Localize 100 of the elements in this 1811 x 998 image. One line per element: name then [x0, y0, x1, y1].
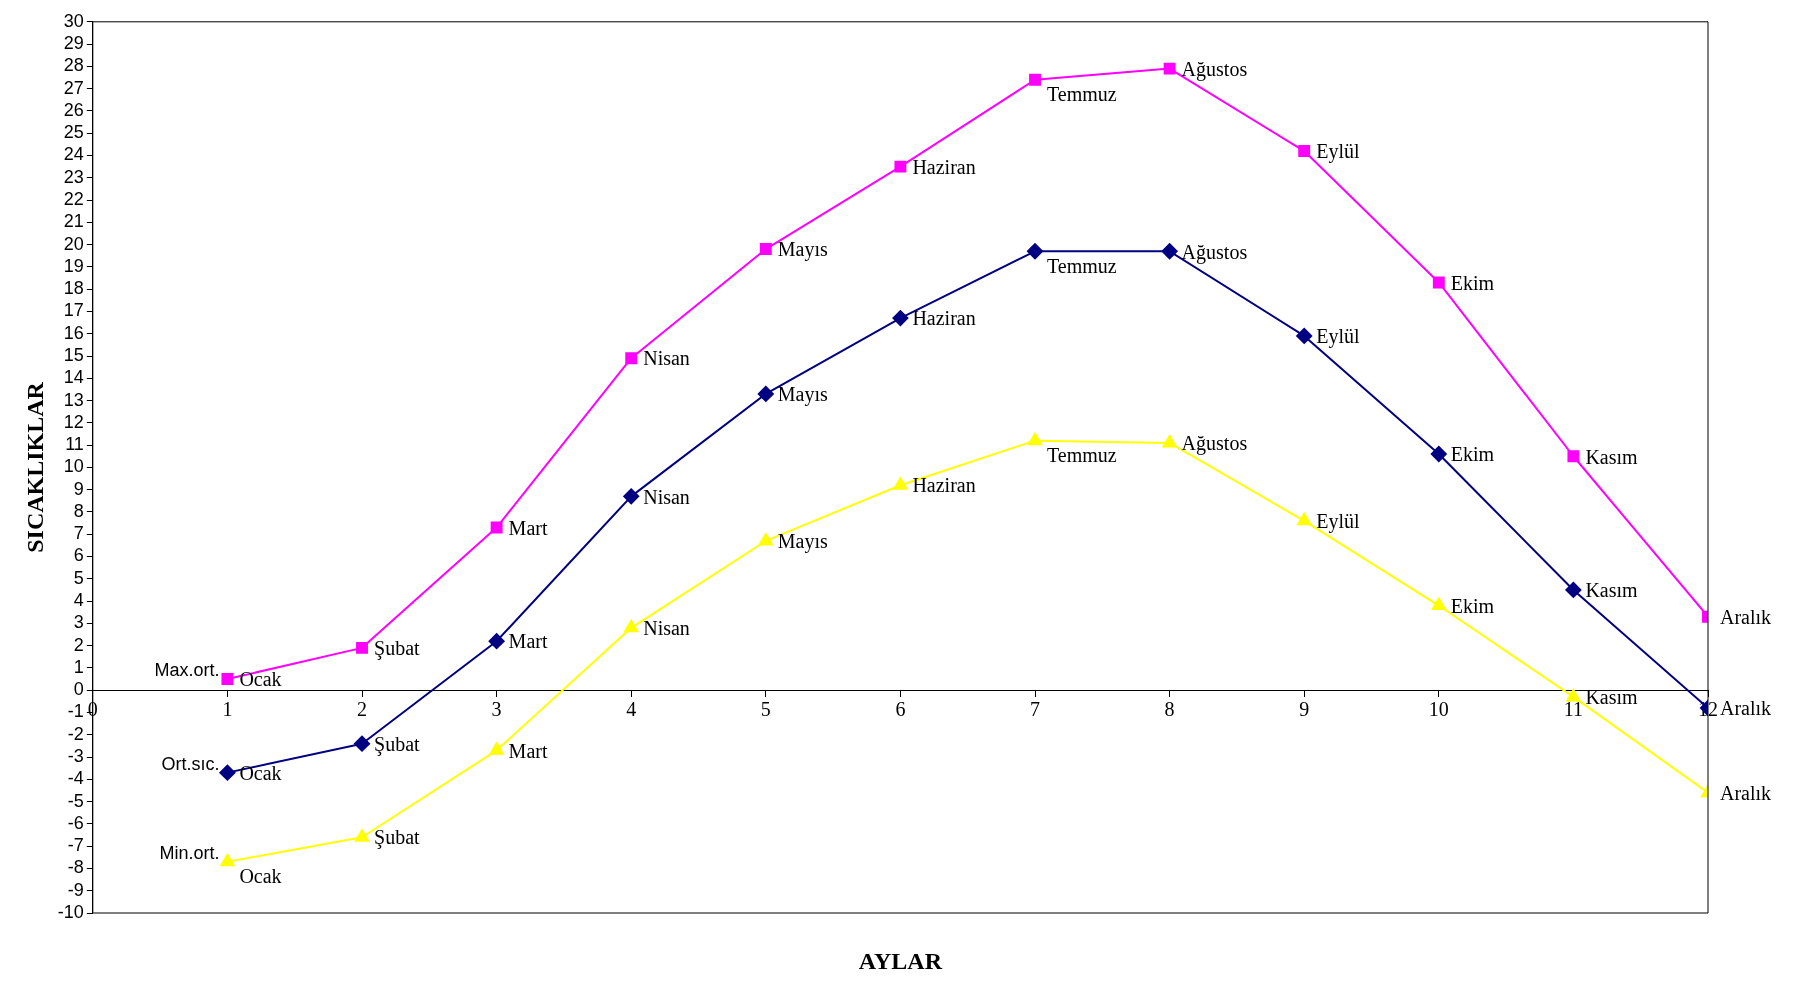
y-tick-label: -10 [57, 901, 84, 922]
y-tick-label: 18 [63, 278, 84, 299]
data-label: Ağustos [1181, 57, 1248, 81]
data-label: Kasım [1585, 686, 1639, 709]
y-tick-label: 30 [63, 10, 84, 31]
x-tick-label: 10 [1428, 698, 1449, 721]
point [758, 532, 773, 546]
y-tick-label: 22 [63, 189, 84, 210]
data-label: Temmuz [1047, 254, 1117, 277]
y-tick-label: -8 [67, 857, 84, 878]
x-tick-label: 5 [760, 698, 771, 721]
point [356, 641, 368, 654]
y-tick-label: 27 [63, 77, 84, 98]
data-label: Temmuz [1047, 443, 1117, 466]
y-tick-label: -7 [67, 835, 84, 856]
point [1298, 145, 1311, 157]
point [354, 735, 371, 752]
data-label: Haziran [912, 155, 976, 178]
point [1029, 73, 1041, 86]
y-tick-label: 1 [73, 656, 84, 677]
data-label: Mart [508, 739, 548, 762]
data-label: Haziran [912, 474, 976, 497]
y-tick-label: 13 [63, 389, 84, 410]
data-label: Haziran [912, 307, 976, 330]
data-label: Mayıs [777, 383, 829, 407]
series-label: Min.ort. [159, 842, 220, 863]
y-tick-label: -5 [67, 790, 84, 811]
point [757, 385, 774, 402]
y-tick-label: 3 [73, 612, 84, 633]
series-label: Ort.sıc. [161, 753, 220, 774]
point [1431, 597, 1446, 611]
point [1432, 276, 1445, 289]
y-tick-label: 6 [73, 545, 84, 566]
data-label: Şubat [374, 826, 421, 850]
data-label: Eylül [1316, 510, 1360, 534]
point [354, 829, 370, 842]
point [220, 853, 235, 867]
data-label: Mayıs [777, 238, 829, 262]
point [1430, 446, 1447, 463]
data-label: Eylül [1316, 325, 1360, 349]
y-tick-label: 4 [73, 590, 84, 611]
data-label: Ekim [1450, 443, 1495, 466]
y-tick-label: 20 [63, 233, 84, 254]
y-tick-label: -3 [67, 746, 84, 767]
data-label: Ağustos [1181, 240, 1248, 264]
y-tick-label: 9 [73, 478, 84, 499]
y-tick-label: 8 [73, 500, 84, 521]
data-label: Aralık [1720, 781, 1772, 804]
y-tick-label: 7 [73, 523, 84, 544]
point [219, 764, 236, 781]
data-label: Ocak [239, 668, 282, 691]
data-label: Nisan [643, 485, 690, 508]
y-tick-label: 19 [63, 255, 84, 276]
data-label: Mart [508, 516, 548, 539]
y-tick-label: 29 [63, 33, 84, 54]
data-label: Nisan [643, 347, 690, 370]
point [1566, 688, 1581, 702]
data-label: Şubat [374, 637, 421, 661]
point [1163, 62, 1176, 75]
y-tick-label: -4 [67, 768, 84, 789]
y-axis-title: SICAKLIKLAR [21, 381, 48, 553]
point [1161, 243, 1178, 260]
data-label: Temmuz [1047, 82, 1117, 105]
data-label: Mart [508, 630, 548, 653]
x-tick-label: 7 [1030, 698, 1041, 721]
y-tick-label: 12 [63, 411, 84, 432]
point [625, 352, 638, 365]
x-tick-label: 6 [895, 698, 906, 721]
y-tick-label: 5 [73, 567, 84, 588]
point [1567, 450, 1580, 463]
data-label: Nisan [643, 617, 690, 640]
y-tick-label: 2 [73, 634, 84, 655]
point [759, 243, 772, 256]
x-tick-label: 11 [1563, 698, 1584, 721]
point [488, 633, 505, 650]
data-label: Ekim [1450, 271, 1495, 294]
x-tick-label: 2 [357, 698, 368, 721]
y-tick-label: -6 [67, 812, 84, 833]
point [623, 488, 640, 505]
y-tick-label: 10 [63, 456, 84, 477]
data-label: Eylül [1316, 140, 1360, 164]
point [1027, 432, 1043, 446]
y-tick-label: 28 [63, 55, 84, 76]
data-label: Ağustos [1181, 432, 1248, 456]
x-tick-label: 3 [491, 698, 502, 721]
y-tick-label: 0 [73, 679, 84, 700]
data-label: Ocak [239, 761, 282, 784]
y-tick-label: 26 [63, 99, 84, 120]
y-tick-label: 11 [65, 434, 84, 455]
y-tick-label: 16 [63, 322, 84, 343]
point [489, 742, 504, 755]
x-tick-label: 8 [1164, 698, 1175, 721]
data-label: Ocak [239, 865, 282, 888]
y-tick-label: 25 [63, 122, 84, 143]
data-label: Mayıs [777, 530, 829, 554]
y-tick-label: -1 [67, 701, 84, 722]
data-label: Aralık [1720, 697, 1772, 720]
point [1162, 434, 1177, 448]
data-label: Kasım [1585, 445, 1639, 468]
point [1565, 581, 1582, 598]
